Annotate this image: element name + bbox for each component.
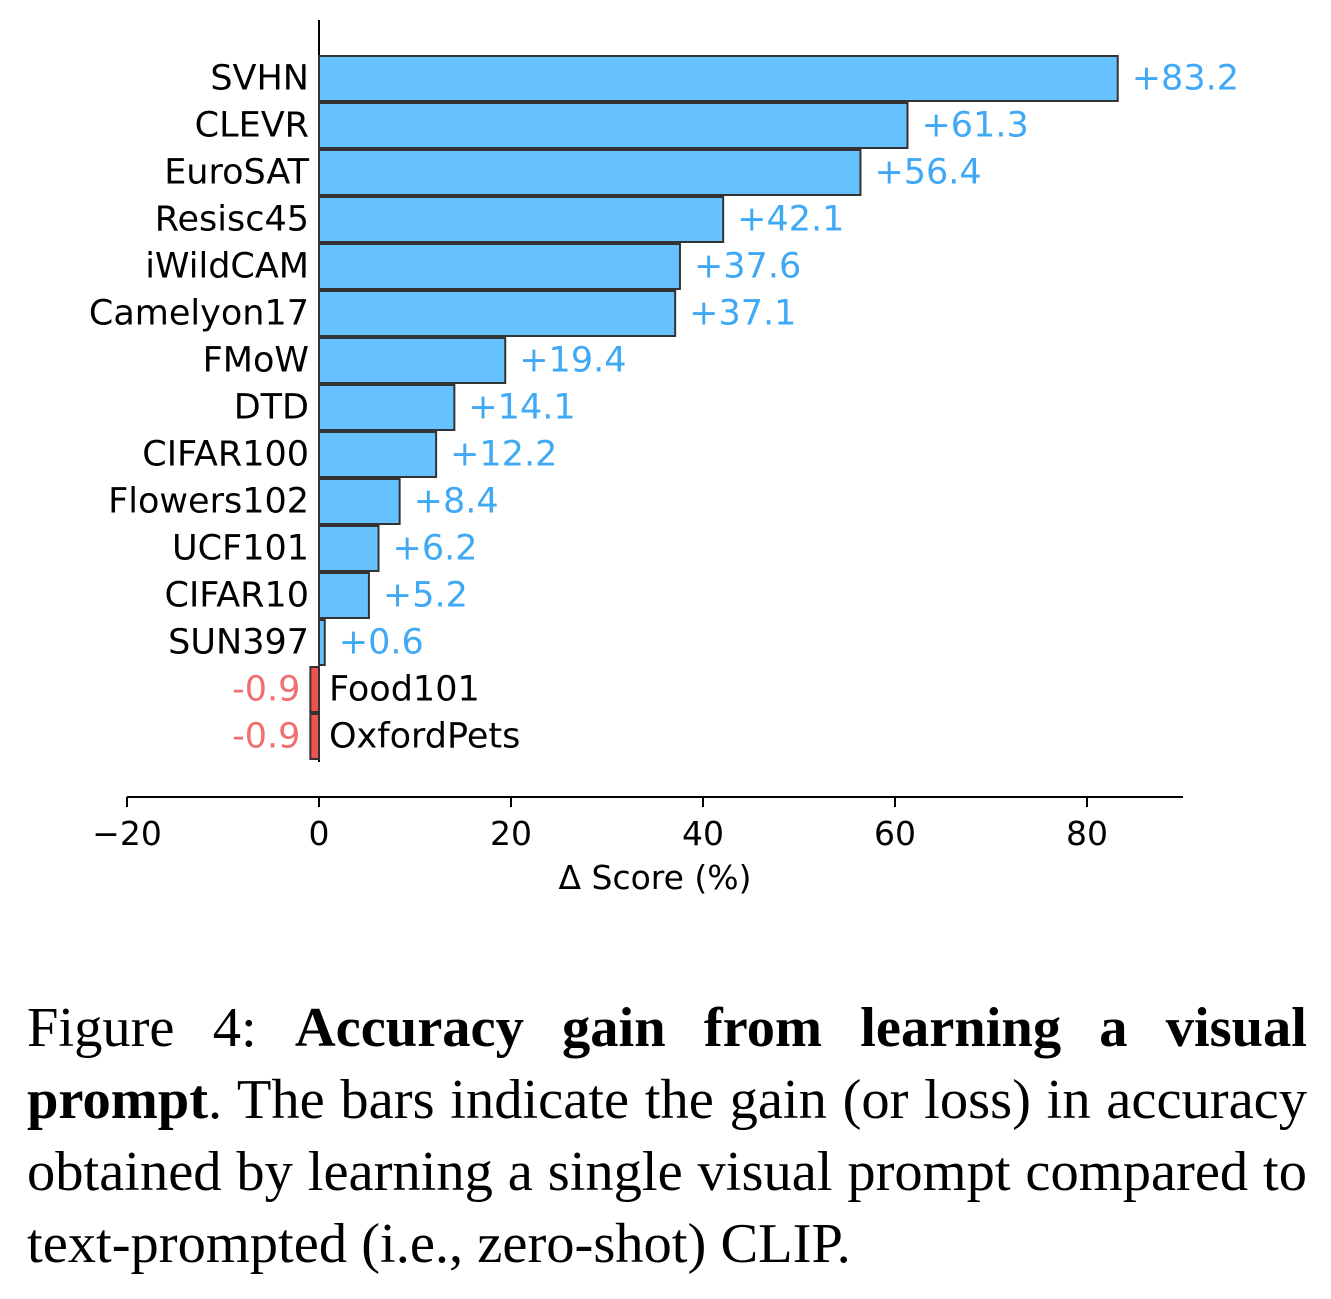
x-tick-label: 40 xyxy=(682,814,724,853)
bar-sun397 xyxy=(318,619,326,666)
value-label: +12.2 xyxy=(450,435,557,475)
category-label: CLEVR xyxy=(195,106,309,146)
bar-chart: SVHN +83.2 CLEVR +61.3 EuroSAT +56.4 Resisc45 +… xyxy=(89,20,1239,897)
caption-body: . The bars indicate the gain (or loss) i… xyxy=(27,1069,1307,1275)
value-label: -0.9 xyxy=(232,670,300,710)
category-label: SUN397 xyxy=(168,623,309,663)
category-label: CIFAR100 xyxy=(142,435,309,475)
bar-clevr xyxy=(318,102,909,149)
category-label: Camelyon17 xyxy=(89,294,309,334)
x-tick-label: −20 xyxy=(92,814,162,853)
bar-camelyon17 xyxy=(318,290,677,337)
value-label: +8.4 xyxy=(414,482,499,522)
value-label: +0.6 xyxy=(339,623,424,663)
category-label: Flowers102 xyxy=(108,482,309,522)
category-label: UCF101 xyxy=(172,529,309,569)
x-tick-label: 20 xyxy=(490,814,532,853)
category-label: EuroSAT xyxy=(164,153,309,193)
caption-title: Accuracy gain from learning a visual pro… xyxy=(27,997,1308,1131)
figure-caption: Figure 4: Accuracy gain from learning a … xyxy=(27,992,1307,1280)
bar-iwildcam xyxy=(318,243,681,290)
x-axis-label: Δ Score (%) xyxy=(558,858,751,897)
bar-resisc45 xyxy=(318,196,725,243)
value-label: +61.3 xyxy=(921,106,1028,146)
value-label: +56.4 xyxy=(874,153,981,193)
value-label: +37.1 xyxy=(689,294,796,334)
value-label: +37.6 xyxy=(694,247,801,287)
bar-svhn xyxy=(318,55,1119,102)
bar-oxfordpets xyxy=(309,713,320,760)
x-tick-label: 80 xyxy=(1066,814,1108,853)
bar-flowers102 xyxy=(318,478,401,525)
category-label: SVHN xyxy=(210,59,309,99)
value-label: +5.2 xyxy=(383,576,468,616)
category-label: Food101 xyxy=(329,670,480,710)
value-label: +19.4 xyxy=(519,341,626,381)
bar-cifar10 xyxy=(318,572,370,619)
bar-eurosat xyxy=(318,149,862,196)
x-tick-label: 0 xyxy=(309,814,330,853)
value-label: +14.1 xyxy=(468,388,575,428)
bar-dtd xyxy=(318,384,456,431)
value-label: +83.2 xyxy=(1132,59,1239,99)
value-label: +42.1 xyxy=(737,200,844,240)
category-label: FMoW xyxy=(203,341,309,381)
x-tick-label: 60 xyxy=(874,814,916,853)
bar-ucf101 xyxy=(318,525,380,572)
category-label: OxfordPets xyxy=(329,717,520,757)
value-label: +6.2 xyxy=(393,529,478,569)
bar-food101 xyxy=(309,666,320,713)
value-label: -0.9 xyxy=(232,717,300,757)
category-label: CIFAR10 xyxy=(165,576,309,616)
caption-figure-label: Figure 4: xyxy=(27,997,257,1059)
category-label: Resisc45 xyxy=(155,200,309,240)
bar-cifar100 xyxy=(318,431,438,478)
category-label: iWildCAM xyxy=(145,247,309,287)
category-label: DTD xyxy=(234,388,309,428)
bar-fmow xyxy=(318,337,507,384)
